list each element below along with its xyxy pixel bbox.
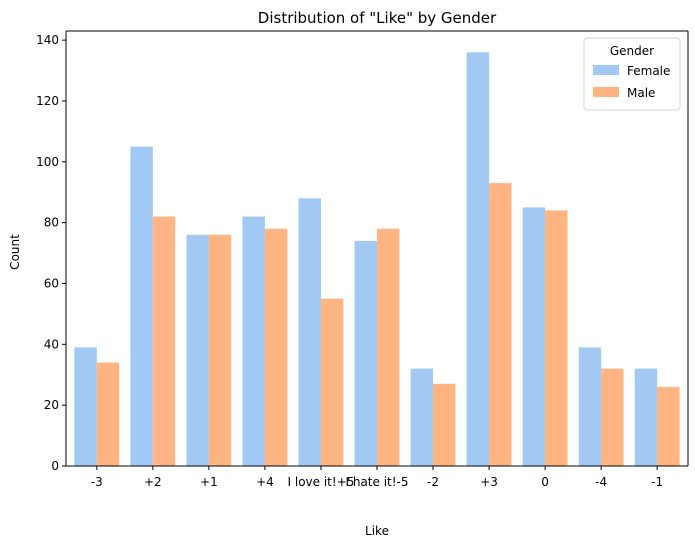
legend-title: Gender [610, 44, 654, 58]
y-tick-label: 80 [44, 216, 59, 230]
x-tick-label: +2 [144, 475, 162, 489]
x-tick-label: I love it!+5 [288, 475, 355, 489]
y-tick-label: 20 [44, 398, 59, 412]
y-tick-label: 100 [36, 155, 59, 169]
bars-layer [74, 52, 680, 467]
x-tick-label: -1 [651, 475, 663, 489]
x-tick-label: I hate it!-5 [345, 475, 408, 489]
y-tick-label: 120 [36, 94, 59, 108]
bar-male-2 [208, 234, 232, 466]
y-tick-label: 140 [36, 33, 59, 47]
x-tick-label: +4 [256, 475, 274, 489]
bar-female-6 [410, 368, 434, 466]
x-tick-label: +3 [480, 475, 498, 489]
bar-female-2 [186, 234, 209, 466]
bar-male-1 [152, 216, 176, 466]
x-tick-label: +1 [200, 475, 218, 489]
legend-label-male: Male [627, 86, 655, 100]
bar-male-9 [601, 368, 624, 466]
axes-layer: 0 20 40 60 80 100 120 140 -3 +2 +1 +4 I love it!+5I … [36, 30, 689, 489]
legend-label-female: Female [627, 64, 670, 78]
bar-female-9 [578, 347, 602, 466]
bar-male-10 [657, 386, 680, 466]
y-tick-label: 60 [44, 276, 59, 290]
bar-female-4 [298, 198, 321, 467]
bar-female-10 [634, 368, 658, 466]
bar-female-3 [242, 216, 265, 466]
bar-male-4 [320, 298, 344, 466]
bar-male-7 [489, 183, 512, 466]
y-tick-label: 0 [51, 459, 59, 473]
bar-female-7 [466, 52, 490, 467]
x-tick-label: -2 [427, 475, 439, 489]
bar-female-5 [354, 240, 377, 466]
chart-title: Distribution of "Like" by Gender [258, 9, 497, 27]
legend-swatch-female [593, 65, 619, 75]
bar-male-8 [545, 210, 568, 466]
bar-male-3 [264, 228, 288, 466]
bar-female-1 [130, 146, 153, 466]
x-tick-label: 0 [541, 475, 549, 489]
x-axis-label: Like [365, 524, 389, 538]
bar-female-0 [74, 347, 97, 466]
bar-male-5 [377, 228, 400, 466]
legend-swatch-male [593, 87, 619, 97]
y-tick-label: 40 [44, 337, 59, 351]
x-tick-label: -3 [91, 475, 103, 489]
bar-male-6 [433, 383, 456, 466]
bar-female-8 [522, 207, 546, 466]
legend: Gender Female Male [583, 37, 681, 111]
y-axis-label: Count [8, 234, 22, 270]
bar-male-0 [96, 362, 120, 466]
x-tick-label: -4 [595, 475, 607, 489]
